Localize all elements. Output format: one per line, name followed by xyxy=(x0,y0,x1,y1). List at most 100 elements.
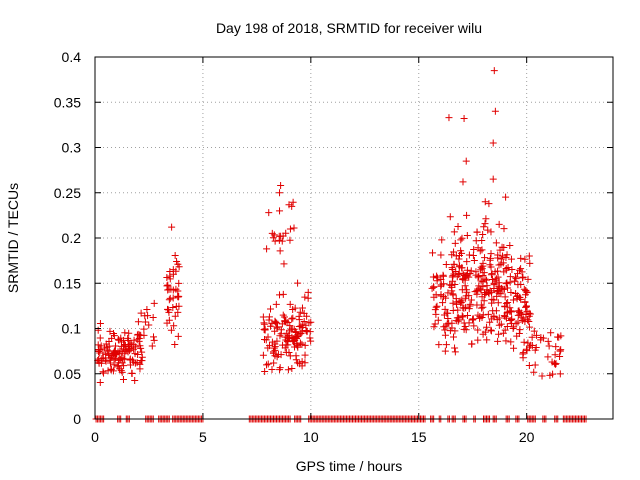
data-point xyxy=(492,277,500,285)
data-point xyxy=(513,332,521,340)
data-point xyxy=(102,340,110,348)
data-point xyxy=(284,366,292,374)
data-point xyxy=(521,255,529,263)
data-point xyxy=(442,341,450,349)
data-point xyxy=(520,338,528,346)
data-point xyxy=(531,346,539,354)
data-point xyxy=(481,254,489,262)
data-point xyxy=(509,296,517,304)
data-point xyxy=(270,359,278,367)
data-point xyxy=(99,368,107,376)
data-point xyxy=(271,346,279,354)
data-point xyxy=(300,309,308,317)
y-tick-label: 0.2 xyxy=(62,230,82,246)
data-point xyxy=(291,343,299,351)
data-point xyxy=(450,270,458,278)
data-point xyxy=(475,282,483,290)
x-tick-label: 15 xyxy=(411,429,427,445)
data-point xyxy=(281,318,289,326)
data-point xyxy=(106,327,114,335)
data-point xyxy=(298,327,306,335)
data-point xyxy=(96,334,104,342)
data-point xyxy=(471,288,479,296)
data-point xyxy=(298,340,306,348)
data-point xyxy=(479,330,487,338)
data-point xyxy=(281,333,289,341)
data-point xyxy=(494,273,502,281)
data-point xyxy=(503,251,511,259)
data-point xyxy=(513,295,521,303)
data-point xyxy=(456,262,464,270)
data-point xyxy=(163,274,171,282)
data-point xyxy=(492,239,500,247)
data-point xyxy=(556,347,564,355)
data-point xyxy=(523,347,531,355)
data-point xyxy=(462,157,470,165)
data-point xyxy=(116,355,124,363)
data-point xyxy=(288,202,296,210)
data-point xyxy=(429,249,437,257)
data-point xyxy=(111,349,119,357)
data-point xyxy=(507,255,515,263)
data-point xyxy=(551,351,559,359)
data-point xyxy=(450,228,458,236)
data-point xyxy=(476,285,484,293)
data-point xyxy=(478,237,486,245)
data-point xyxy=(96,349,104,357)
data-point xyxy=(144,312,152,320)
data-point xyxy=(480,289,488,297)
data-point xyxy=(286,225,294,233)
data-point xyxy=(457,247,465,255)
data-point xyxy=(517,265,525,273)
data-point xyxy=(301,351,309,359)
data-point xyxy=(126,361,134,369)
data-point xyxy=(437,251,445,259)
data-point xyxy=(433,277,441,285)
data-point xyxy=(547,329,555,337)
data-point xyxy=(490,313,498,321)
data-point xyxy=(539,334,547,342)
data-point xyxy=(276,189,284,197)
data-point xyxy=(274,323,282,331)
data-point xyxy=(517,280,525,288)
data-point xyxy=(530,327,538,335)
data-point xyxy=(502,265,510,273)
data-point xyxy=(526,259,534,267)
data-point xyxy=(470,245,478,253)
data-point xyxy=(474,336,482,344)
data-point xyxy=(475,272,483,280)
data-point xyxy=(121,347,129,355)
data-point xyxy=(494,254,502,262)
data-point xyxy=(280,317,288,325)
data-point xyxy=(261,368,269,376)
data-point xyxy=(482,215,490,223)
data-point xyxy=(554,333,562,341)
data-point xyxy=(454,306,462,314)
data-point xyxy=(96,320,104,328)
data-point xyxy=(284,318,292,326)
data-point xyxy=(300,318,308,326)
data-point xyxy=(449,299,457,307)
data-point xyxy=(260,325,268,333)
data-point xyxy=(437,282,445,290)
data-point xyxy=(496,246,504,254)
data-point xyxy=(479,231,487,239)
data-point xyxy=(430,283,438,291)
data-point xyxy=(472,268,480,276)
data-point xyxy=(549,370,557,378)
data-point xyxy=(499,285,507,293)
data-point xyxy=(439,299,447,307)
data-point xyxy=(506,316,514,324)
data-point xyxy=(295,316,303,324)
data-point xyxy=(468,340,476,348)
data-point xyxy=(94,326,102,334)
data-point xyxy=(463,258,471,266)
data-point xyxy=(487,327,495,335)
data-point xyxy=(100,369,108,377)
data-point xyxy=(112,342,120,350)
data-point xyxy=(259,313,267,321)
data-point xyxy=(174,287,182,295)
data-point xyxy=(127,344,135,352)
data-point xyxy=(451,348,459,356)
